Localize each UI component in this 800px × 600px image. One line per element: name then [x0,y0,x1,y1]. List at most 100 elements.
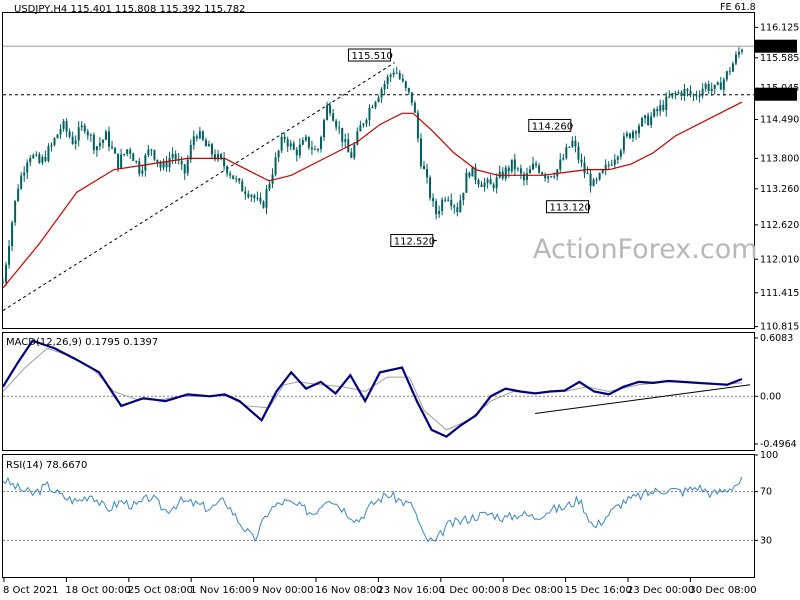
candle [174,150,177,164]
candle [677,90,680,95]
candle-body [189,144,192,160]
candle [731,61,734,72]
candle [404,80,407,92]
candle-body [210,144,213,155]
candle-body [235,178,238,180]
candle-body [132,153,135,161]
candle-body [374,101,377,108]
candle [220,152,223,161]
candle [329,101,332,117]
candle-body [392,72,395,75]
candle [292,140,295,151]
candle-body [383,84,386,90]
candle-body [168,157,171,168]
candle-body [586,173,589,175]
candle [32,153,35,160]
candle-body [535,163,538,166]
candle-body [737,51,740,55]
candle [510,159,513,174]
x-tick-label: 23 Dec 00:00 [627,585,694,596]
candle [120,148,123,170]
candle-body [186,159,189,174]
candle-body [471,167,474,177]
macd-panel-frame [2,332,755,451]
candle [241,178,244,192]
candle [550,175,553,178]
candle [471,167,474,177]
candle-body [628,133,631,138]
candle-body [377,97,380,102]
candle-body [365,119,368,124]
candle-body [601,169,604,174]
candle [583,156,586,178]
candle-body [244,191,247,195]
macd-tick-label: 0.00 [760,391,781,402]
candle-body [407,88,410,93]
candle [226,165,229,177]
candle [280,132,283,153]
candle-body [432,198,435,202]
candle [395,66,398,74]
candle [571,136,574,149]
candle-body [435,201,438,215]
candle-body [156,159,159,164]
level-price-box [755,87,797,101]
candle-body [204,139,207,147]
candle-body [577,146,580,160]
candle [459,194,462,213]
candle [513,153,516,176]
candle-body [247,194,250,197]
candle [195,133,198,142]
candle [250,193,253,202]
candle [683,83,686,101]
candle-body [86,131,89,136]
candle-body [238,178,241,182]
candle-body [704,83,707,89]
candle [341,127,344,148]
candle [177,153,180,165]
candle [737,47,740,59]
rsi-tick-label: 100 [760,450,778,461]
watermark: ActionForex.com [533,234,758,265]
candle [223,152,226,171]
candle-body [453,205,456,208]
candle [180,156,183,171]
candle [544,172,547,182]
candle-body [510,159,513,172]
x-tick-label: 9 Nov 00:00 [253,585,314,596]
candle [519,164,522,180]
candle [316,147,319,153]
candle [201,130,204,142]
candle [728,67,731,76]
candle-body [456,207,459,213]
candle [741,48,743,55]
candle [444,196,447,203]
level-price-label: 114.930 [758,90,797,101]
candle [392,68,395,78]
candle-body [98,143,101,147]
candle [304,134,307,142]
candle-body [438,211,441,215]
price-tick-label: 114.490 [760,115,799,126]
candle-body [571,140,574,147]
candle [53,137,56,147]
candle-body [262,201,265,208]
rsi-line [2,476,743,543]
candle-body [253,195,256,199]
candle-body [592,179,595,187]
candle-body [280,136,283,151]
x-tick-label: 25 Oct 08:00 [128,585,193,596]
candle [56,133,59,139]
candle [698,90,701,103]
candle [441,197,444,216]
candle-body [668,96,671,98]
candle-body [398,72,401,79]
candle-body [462,192,465,201]
candle-body [671,92,674,97]
candle-body [198,131,201,139]
macd-tick-label: -0.4964 [760,439,797,450]
candle [486,177,489,189]
candle [432,193,435,208]
candle [483,177,486,192]
candle [59,124,62,139]
